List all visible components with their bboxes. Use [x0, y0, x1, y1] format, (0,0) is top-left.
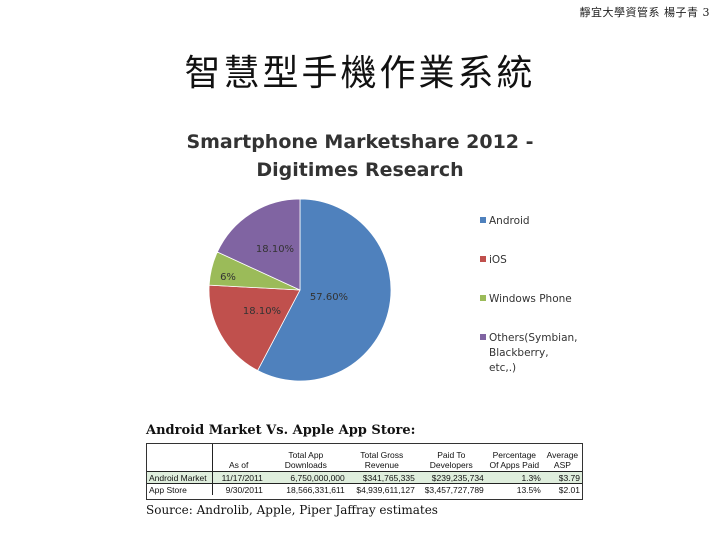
table-row: Android Market 11/17/2011 6,750,000,000 $34…	[147, 471, 582, 484]
table-body: Android Market 11/17/2011 6,750,000,000 $34…	[147, 471, 582, 495]
table-cell: 13.5%	[485, 483, 543, 495]
table-cell: $2.01	[542, 483, 582, 495]
table-header-cell: Percentage Of Apps Paid	[489, 450, 540, 470]
pie-data-label-3: 6%	[220, 272, 236, 283]
table-cell: $3,457,727,789	[416, 483, 486, 495]
pie-slice-1	[257, 198, 392, 382]
legend-label-3: Windows Phone	[489, 293, 572, 305]
table-header-cell: Average ASP	[546, 450, 579, 470]
table-header-cell: As of	[228, 460, 249, 470]
table-cell: 11/17/2011	[212, 471, 265, 484]
table-cell: 18,566,331,611	[264, 483, 347, 495]
table-cell: Android Market	[147, 471, 213, 484]
pie-slice-2	[208, 284, 301, 372]
legend-label-2: iOS	[489, 254, 507, 266]
table-cell: $341,765,335	[346, 471, 417, 484]
legend-label-1: Android	[489, 215, 530, 227]
legend-swatch-1	[480, 217, 486, 223]
table-cell: 9/30/2011	[212, 483, 265, 495]
table-header-row: As of Total App Downloads Total Gross Reve…	[147, 444, 582, 472]
table-header-cell: Paid To Developers	[429, 450, 473, 470]
pie-chart: Smartphone Marketshare 2012 - Digitimes …	[180, 118, 592, 392]
table-row: App Store 9/30/2011 18,566,331,611 $4,939,6…	[147, 483, 582, 495]
table-cell: $239,235,734	[416, 471, 486, 484]
table-header-cell	[147, 444, 213, 472]
table-header-cell: Total Gross Revenue	[360, 450, 404, 470]
legend-swatch-3	[480, 295, 486, 301]
legend-swatch-2	[480, 256, 486, 262]
table-header-cell: Total App Downloads	[284, 450, 327, 470]
pie-svg: 57.60% 18.10% 6% 18.10% Android iOS Windows Ph…	[208, 198, 578, 382]
pie-data-label-1: 57.60%	[310, 292, 348, 303]
table-cell: $4,939,611,127	[346, 483, 417, 495]
comparison-table: As of Total App Downloads Total Gross Reve…	[146, 443, 583, 500]
legend-label-4: Others(Symbian, Blackberry, etc,.)	[489, 332, 578, 374]
table-source: Source: Androlib, Apple, Piper Jaffray e…	[146, 503, 438, 517]
pie-slice-4	[216, 198, 301, 291]
table-cell: 1.3%	[485, 471, 543, 484]
table-cell: 6,750,000,000	[264, 471, 347, 484]
slide-title: 智慧型手機作業系統	[184, 53, 536, 94]
table-cell: $3.79	[542, 471, 582, 484]
chart-title: Smartphone Marketshare 2012 - Digitimes …	[180, 128, 540, 184]
page-header-note: 靜宜大學資管系 楊子青 3	[579, 6, 710, 19]
chart-title-line-1: Smartphone Marketshare 2012 -	[186, 131, 534, 153]
pie-data-label-4: 18.10%	[256, 244, 294, 255]
table-title: Android Market Vs. Apple App Store:	[146, 423, 416, 438]
table-cell: App Store	[147, 483, 213, 495]
pie-data-label-2: 18.10%	[243, 306, 281, 317]
chart-title-line-2: Digitimes Research	[256, 159, 464, 181]
legend-swatch-4	[480, 334, 486, 340]
